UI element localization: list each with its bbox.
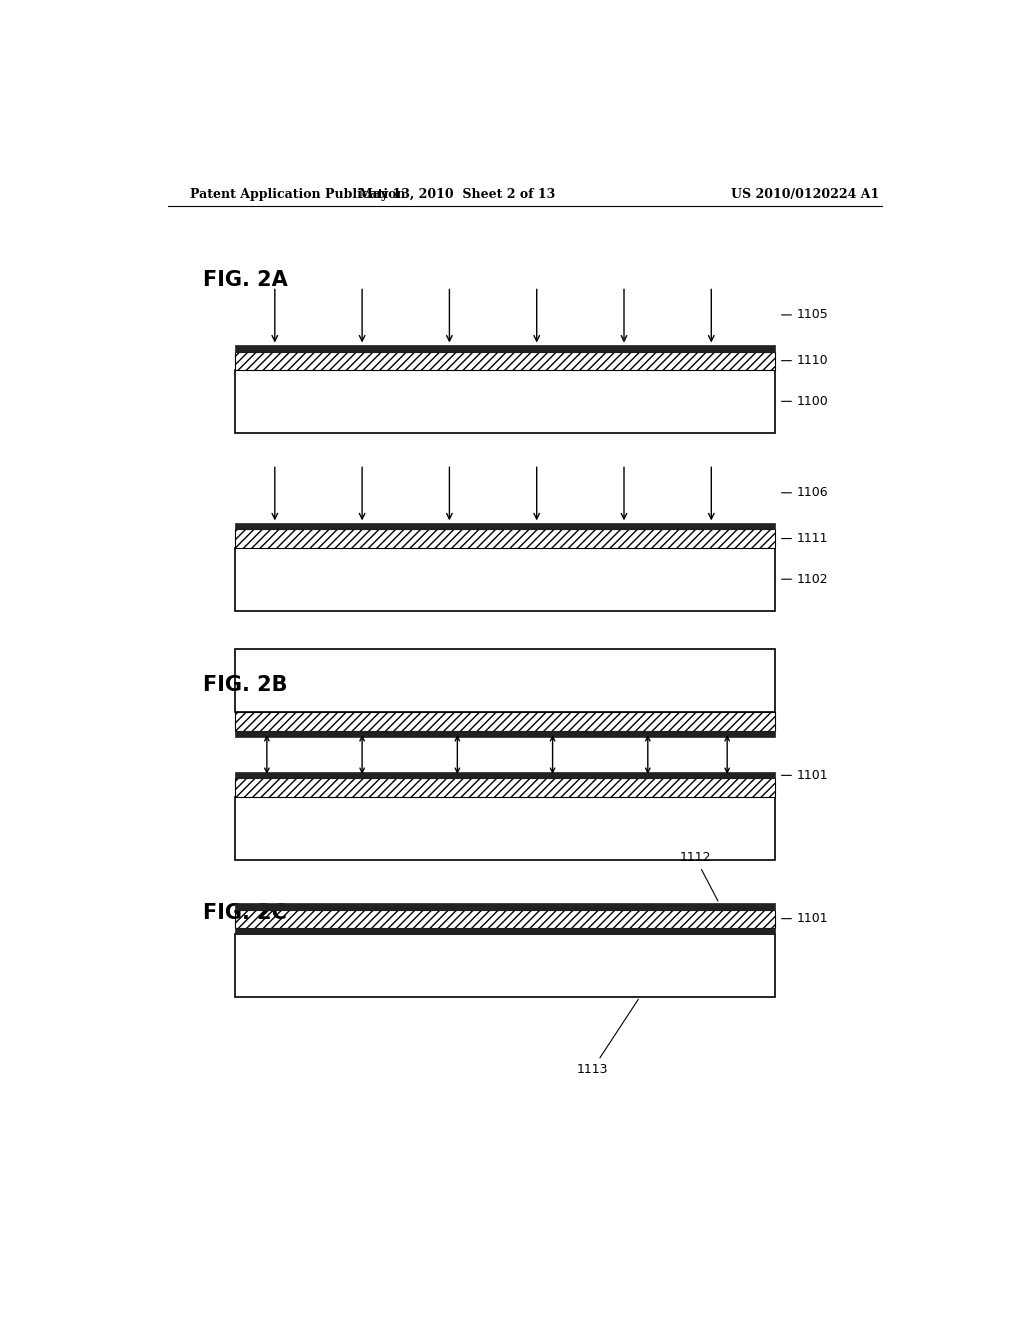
Bar xyxy=(236,772,775,779)
Text: US 2010/0120224 A1: US 2010/0120224 A1 xyxy=(731,189,880,202)
Text: Patent Application Publication: Patent Application Publication xyxy=(189,189,406,202)
Bar xyxy=(236,935,775,997)
Text: 1113: 1113 xyxy=(577,999,638,1076)
Bar xyxy=(236,903,775,909)
Text: 1101: 1101 xyxy=(781,912,828,925)
Bar xyxy=(236,779,775,797)
Text: 1100: 1100 xyxy=(781,395,828,408)
Bar xyxy=(236,909,775,928)
Bar xyxy=(236,649,775,713)
Text: FIG. 2C: FIG. 2C xyxy=(204,903,288,923)
Bar xyxy=(236,370,775,433)
Text: 1112: 1112 xyxy=(680,851,718,902)
Bar xyxy=(236,713,775,731)
Text: 1101: 1101 xyxy=(781,768,828,781)
Text: May 13, 2010  Sheet 2 of 13: May 13, 2010 Sheet 2 of 13 xyxy=(359,189,555,202)
Bar xyxy=(236,797,775,859)
Bar xyxy=(236,523,775,529)
Text: FIG. 2B: FIG. 2B xyxy=(204,675,288,694)
Bar xyxy=(236,548,775,611)
Text: 1102: 1102 xyxy=(781,573,828,586)
Bar xyxy=(236,351,775,370)
Text: 1110: 1110 xyxy=(781,354,828,367)
Text: 1106: 1106 xyxy=(781,486,828,499)
Bar xyxy=(236,731,775,737)
Bar xyxy=(236,928,775,935)
Text: 1111: 1111 xyxy=(781,532,828,545)
Bar xyxy=(236,346,775,351)
Text: 1105: 1105 xyxy=(781,309,828,322)
Bar xyxy=(236,529,775,548)
Text: FIG. 2A: FIG. 2A xyxy=(204,271,288,290)
